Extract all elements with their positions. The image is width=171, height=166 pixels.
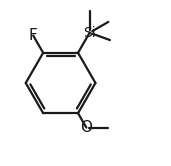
Text: O: O <box>80 120 92 135</box>
Text: F: F <box>28 28 37 43</box>
Text: Si: Si <box>83 26 96 40</box>
